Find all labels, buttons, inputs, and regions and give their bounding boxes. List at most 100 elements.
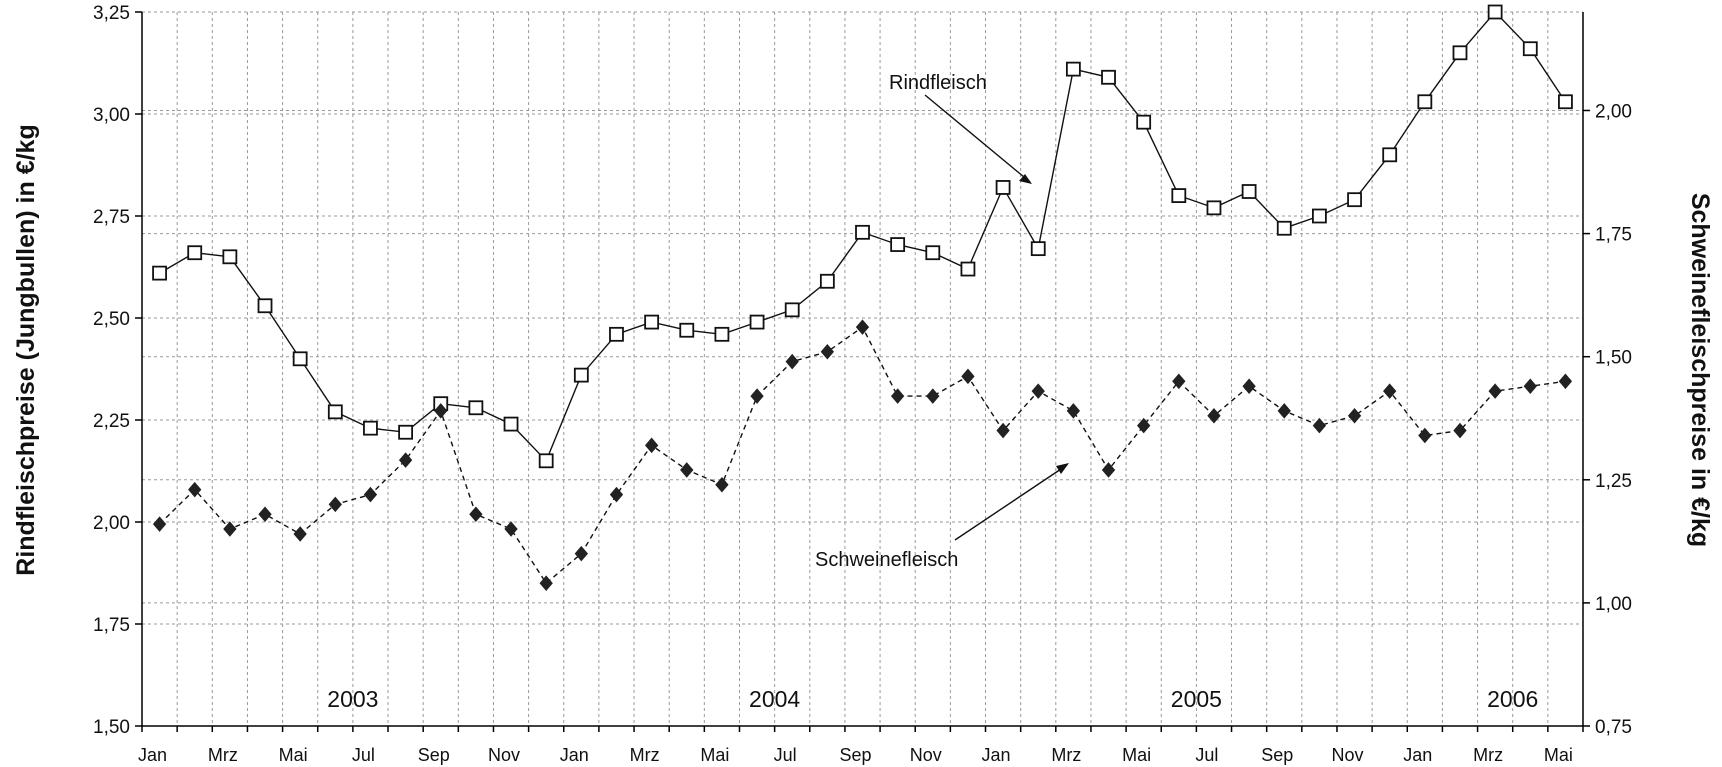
series-line-schweinefleisch (159, 326, 1566, 585)
year-label: 2004 (749, 686, 800, 712)
month-label: Mrz (630, 745, 660, 765)
month-label: Jul (774, 745, 797, 765)
schweinefleisch-point (223, 521, 237, 537)
rindfleisch-point (855, 224, 870, 240)
schweinefleisch-point (574, 545, 588, 562)
schweinefleisch-point (1347, 408, 1362, 424)
rindfleisch-point (1522, 41, 1538, 57)
rindfleisch-point (1171, 188, 1187, 204)
schweinefleisch-point (363, 486, 378, 503)
annotation-rindfleisch: Rindfleisch (889, 72, 987, 94)
schweinefleisch-point (680, 462, 694, 478)
schweinefleisch-point (398, 452, 413, 468)
schweinefleisch-point (820, 343, 835, 360)
schweinefleisch-point (1523, 378, 1537, 395)
axes-layer (135, 11, 1590, 732)
right-tick-label: 2,00 (1595, 101, 1632, 122)
left-axis-title: Rindfleischpreise (Jungbullen) in €/kg (12, 124, 40, 575)
schweinefleisch-point (926, 388, 940, 404)
left-tick-label: 2,25 (93, 411, 130, 432)
year-label: 2006 (1487, 686, 1538, 712)
right-tick-label: 1,75 (1595, 225, 1632, 246)
month-label: Jan (560, 745, 589, 765)
month-label: Sep (839, 745, 871, 765)
schweinefleisch-point (890, 388, 905, 404)
rindfleisch-point (363, 420, 378, 436)
grid-layer (142, 11, 1583, 726)
rindfleisch-point (1206, 200, 1222, 216)
month-label: Nov (1332, 745, 1364, 765)
left-tick-label: 3,00 (93, 105, 130, 126)
schweinefleisch-point (1137, 417, 1151, 434)
schweinefleisch-point (469, 506, 483, 523)
left-tick-label: 2,50 (93, 309, 130, 330)
schweinefleisch-point (750, 388, 764, 404)
schweinefleisch-point (1383, 383, 1397, 399)
rindfleisch-point (1065, 61, 1081, 77)
schweinefleisch-point (1172, 373, 1186, 390)
month-label: Jul (1195, 745, 1218, 765)
month-label: Jan (982, 745, 1011, 765)
rindfleisch-point (1417, 94, 1433, 110)
rindfleisch-point (1241, 184, 1257, 199)
rindfleisch-point (398, 424, 413, 440)
labels-layer: 1,50 1,75 2,00 2,25 2,50 2,75 3,00 3,25 0,75 1,00… (93, 3, 1632, 765)
rindfleisch-point (538, 453, 554, 469)
rindfleisch-point (152, 265, 167, 281)
month-label: Mai (1544, 745, 1573, 765)
schweinefleisch-point (188, 481, 202, 498)
rindfleisch-point (1101, 69, 1116, 85)
rindfleisch-point (714, 326, 730, 342)
schweinefleisch-point (539, 575, 553, 591)
schweinefleisch-point (1488, 383, 1502, 399)
left-tick-label: 1,75 (93, 615, 130, 636)
rindfleisch-point (503, 416, 519, 432)
schweinefleisch-point (996, 422, 1010, 439)
month-label: Nov (910, 745, 942, 765)
rindfleisch-point (1136, 114, 1152, 130)
schweinefleisch-point (328, 496, 342, 513)
arrow-schweinefleisch-head (1056, 463, 1069, 474)
rindfleisch-point (1030, 241, 1046, 257)
schweinefleisch-point (785, 353, 799, 370)
schweinefleisch-point (434, 403, 448, 419)
month-label: Mai (700, 745, 729, 765)
schweinefleisch-point (1031, 383, 1045, 399)
rindfleisch-point (644, 314, 660, 330)
schweinefleisch-point (1242, 378, 1256, 395)
month-label: Sep (418, 745, 450, 765)
schweinefleisch-point (855, 319, 870, 335)
month-label: Mrz (1473, 745, 1503, 765)
schweinefleisch-point (504, 521, 518, 537)
schweinefleisch-point (961, 368, 975, 385)
rindfleisch-point (1487, 4, 1503, 20)
rindfleisch-point (257, 298, 273, 314)
schweinefleisch-point (152, 516, 167, 532)
schweinefleisch-point (1277, 403, 1291, 419)
left-tick-label: 2,00 (93, 513, 130, 534)
schweinefleisch-point (1558, 373, 1573, 390)
rindfleisch-point (1347, 192, 1362, 208)
month-label: Mai (279, 745, 308, 765)
annotation-schweinefleisch: Schweinefleisch (815, 549, 958, 571)
month-label: Sep (1261, 745, 1293, 765)
rindfleisch-point (925, 245, 941, 261)
month-label: Mrz (208, 745, 238, 765)
left-tick-label: 2,75 (93, 207, 130, 228)
rindfleisch-point (819, 273, 835, 289)
series-layer (152, 4, 1573, 591)
schweinefleisch-point (258, 506, 272, 523)
schweinefleisch-point (715, 476, 729, 493)
arrow-rindfleisch-shaft (924, 94, 1031, 183)
rindfleisch-point (1382, 147, 1398, 163)
rindfleisch-point (1312, 208, 1327, 224)
schweinefleisch-point (609, 486, 624, 503)
rindfleisch-point (292, 351, 308, 367)
month-label: Jan (1403, 745, 1432, 765)
rindfleisch-point (995, 180, 1011, 195)
rindfleisch-point (749, 314, 765, 330)
right-tick-label: 0,75 (1595, 717, 1632, 738)
rindfleisch-point (1452, 45, 1468, 61)
arrow-schweinefleisch-shaft (954, 464, 1068, 541)
